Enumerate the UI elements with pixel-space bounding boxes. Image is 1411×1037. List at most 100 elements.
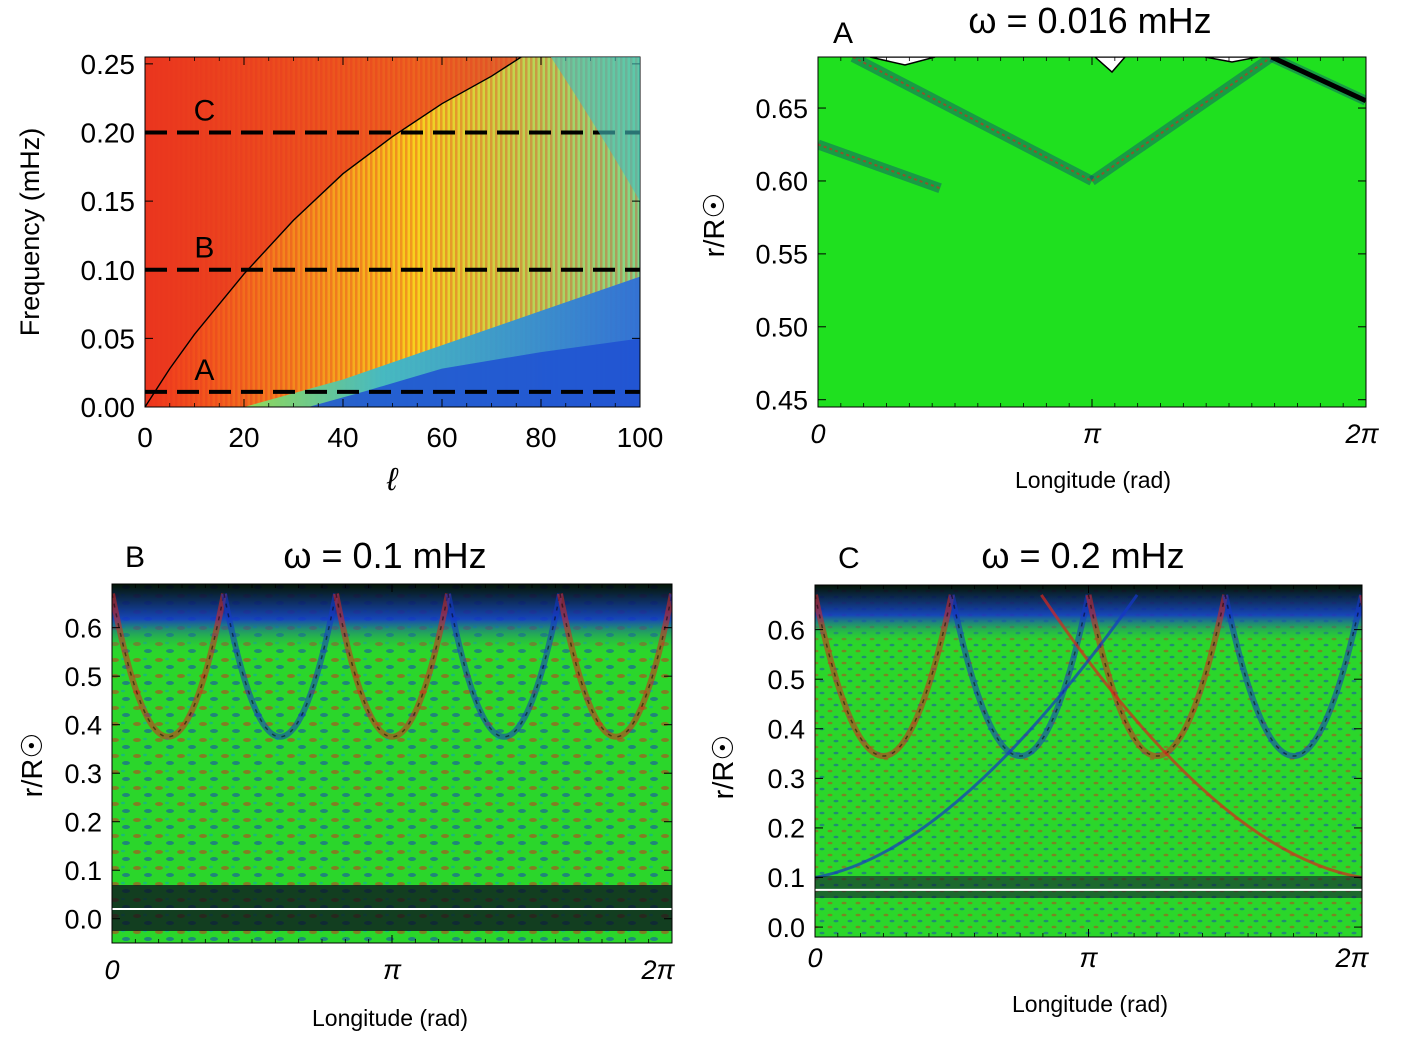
ray-crest: [852, 57, 1093, 182]
panel-b-x-label: Longitude (rad): [312, 1005, 468, 1031]
panel-a-x-ticks: 0 π 2π: [810, 57, 1379, 449]
ray-arc-core: [1087, 594, 1226, 757]
ray-arc: [112, 593, 227, 740]
y-tick-label: 0.5: [767, 665, 805, 695]
x-tick-label: 40: [327, 422, 358, 453]
x-tick-label: 60: [426, 422, 457, 453]
x-tick-label: 2π: [1344, 419, 1379, 449]
panel-a: 0 π 2π 0.45 0.50 0.55 0.60 0.65 A ω = 0.016 mH…: [699, 0, 1379, 493]
ray-arc-core: [1224, 594, 1362, 757]
x-tick-label: 2π: [1334, 943, 1369, 973]
ray-arc: [1359, 594, 1362, 609]
ray-arc-core: [1361, 594, 1362, 599]
x-tick-label: 100: [617, 422, 664, 453]
ray-crest: [818, 143, 941, 190]
panel-a-rays: [818, 57, 1366, 193]
panel-c-heatmap: [815, 585, 1362, 937]
diagram-dashed-lines: A B C: [145, 94, 640, 394]
ray-long-2: [815, 594, 1139, 879]
ray-strong: [1270, 57, 1366, 104]
panel-a-surface-feature-2: [1093, 57, 1126, 74]
y-tick-label: 0.55: [755, 240, 808, 270]
x-tick-label: π: [1083, 419, 1102, 449]
diagram-x-label: ℓ: [386, 461, 399, 497]
frequency-line-label: B: [194, 232, 214, 265]
diagram-dispersion-curve: [145, 57, 522, 407]
x-tick-label: 20: [228, 422, 259, 453]
panel-c-y-ticks: 0.0 0.1 0.2 0.3 0.4 0.5 0.6: [767, 615, 1362, 943]
panel-b-title: ω = 0.1 mHz: [283, 535, 486, 576]
diagram-hot-region: [145, 57, 522, 407]
diagram-heatmap: [145, 57, 640, 407]
panel-c-y-label: r/R☉: [708, 735, 740, 800]
panel-b-surface-band: [112, 584, 672, 654]
x-tick-label: 0: [104, 955, 119, 985]
panel-c-x-ticks: 0 π 2π: [807, 585, 1369, 973]
x-tick-label: 0: [810, 419, 825, 449]
panel-c: 0 π 2π 0.0 0.1 0.2 0.3 0.4 0.5 0.6 C ω = 0.2 mHz…: [708, 535, 1369, 1017]
panel-a-y-ticks: 0.45 0.50 0.55 0.60 0.65: [755, 94, 1366, 415]
frequency-line-label: C: [194, 94, 216, 127]
ray-arc: [221, 593, 339, 740]
panel-c-surface-band: [815, 585, 1362, 645]
panel-c-letter: C: [838, 542, 860, 575]
y-tick-label: 0.25: [81, 49, 136, 80]
y-tick-label: 0.60: [755, 167, 808, 197]
x-tick-label: 0: [807, 943, 822, 973]
y-tick-label: 0.3: [64, 759, 102, 789]
ray-arc: [557, 593, 672, 740]
panel-a-title: ω = 0.016 mHz: [968, 0, 1211, 41]
panel-a-background: [818, 57, 1366, 407]
y-tick-label: 0.65: [755, 94, 808, 124]
y-tick-label: 0.5: [64, 662, 102, 692]
y-tick-label: 0.1: [767, 863, 805, 893]
panel-b-heatmap: [112, 584, 672, 943]
ray-arc: [445, 593, 563, 740]
panel-a-surface-feature-3: [1204, 57, 1259, 63]
y-tick-label: 0.6: [64, 613, 102, 643]
y-tick-label: 0.0: [767, 913, 805, 943]
y-tick-label: 0.45: [755, 385, 808, 415]
panel-b-rays: [112, 593, 672, 740]
x-tick-label: 2π: [640, 955, 675, 985]
panel-b: 0 π 2π 0.0 0.1 0.2 0.3 0.4 0.5 0.6 B ω = 0.1 mHz…: [17, 535, 675, 1031]
panel-c-rays: [815, 594, 1362, 879]
y-tick-label: 0.00: [81, 392, 136, 423]
y-tick-label: 0.6: [767, 615, 805, 645]
diagram-y-label: Frequency (mHz): [15, 128, 45, 337]
y-tick-label: 0.3: [767, 764, 805, 794]
x-tick-label: π: [383, 955, 402, 985]
y-tick-label: 0.50: [755, 313, 808, 343]
panel-b-x-ticks: 0 π 2π: [104, 584, 675, 985]
panel-c-title: ω = 0.2 mHz: [981, 535, 1184, 576]
diagram-x-ticks: 0 20 40 60 80 100: [137, 57, 663, 453]
x-tick-label: π: [1079, 943, 1098, 973]
y-tick-label: 0.20: [81, 118, 136, 149]
ray-arc-core: [815, 594, 953, 757]
panel-a-x-label: Longitude (rad): [1015, 467, 1171, 493]
panel-b-letter: B: [125, 541, 145, 574]
panel-b-y-label: r/R☉: [17, 733, 49, 798]
y-tick-label: 0.1: [64, 856, 102, 886]
panel-a-letter: A: [833, 17, 853, 50]
y-tick-label: 0.4: [64, 710, 102, 740]
y-tick-label: 0.15: [81, 186, 136, 217]
y-tick-label: 0.10: [81, 255, 136, 286]
ray-crest: [1091, 57, 1273, 182]
diagram-upper-cool: [550, 57, 640, 202]
diagram-deep-region: [308, 338, 640, 407]
panel-c-turning-band: [815, 876, 1362, 898]
y-tick-label: 0.05: [81, 323, 136, 354]
diagram-panel: A B C 0 20 40 60 80 100 0.00 0.05 0.10 0.15 0.20 0.2…: [15, 49, 663, 497]
y-tick-label: 0.2: [64, 807, 102, 837]
x-tick-label: 0: [137, 422, 153, 453]
panel-a-heatmap: [818, 57, 1366, 407]
panel-a-y-label: r/R☉: [699, 193, 731, 258]
panel-b-core-band: [112, 885, 672, 931]
y-tick-label: 0.0: [64, 904, 102, 934]
panel-b-y-ticks: 0.0 0.1 0.2 0.3 0.4 0.5 0.6: [64, 613, 672, 934]
ray-arc: [333, 593, 451, 740]
panel-c-x-label: Longitude (rad): [1012, 991, 1168, 1017]
x-tick-label: 80: [525, 422, 556, 453]
